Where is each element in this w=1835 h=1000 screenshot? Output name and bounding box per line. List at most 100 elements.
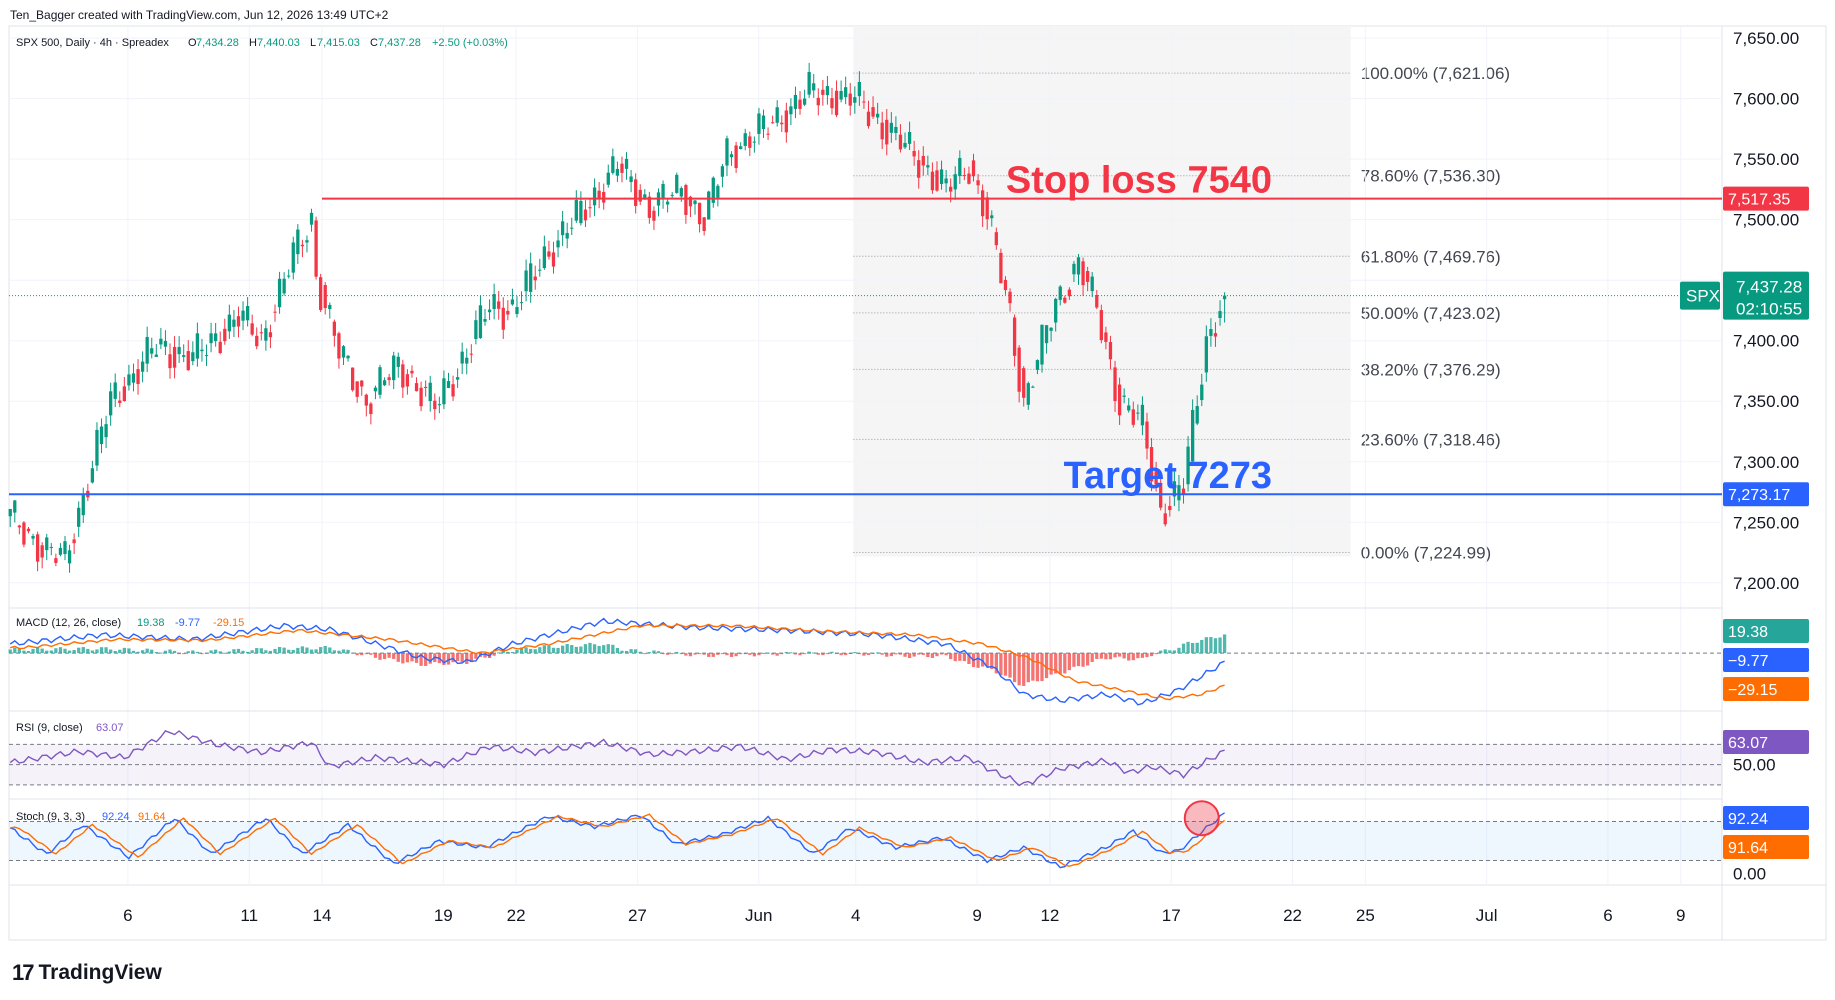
candle-body <box>533 276 537 281</box>
candle-down <box>620 156 624 183</box>
macd-histogram-bar <box>177 653 181 655</box>
macd-histogram-bar <box>821 653 825 656</box>
candle-body <box>880 122 884 140</box>
candle-down <box>300 239 305 258</box>
time-tick-label: 4 <box>851 906 860 925</box>
macd-histogram-bar <box>1095 653 1099 659</box>
macd-histogram-bar <box>1204 637 1208 654</box>
macd-histogram-bar <box>382 653 387 660</box>
candle-body <box>926 165 930 168</box>
candle-body <box>1026 383 1030 405</box>
candle-up <box>1204 325 1208 382</box>
rsi-legend-value: 63.07 <box>96 722 124 734</box>
macd-histogram-bar <box>63 648 67 654</box>
macd-histogram-bar <box>401 653 405 664</box>
candle-body <box>172 346 177 368</box>
candle-body <box>140 361 145 372</box>
candle-body <box>1186 446 1190 485</box>
candle-body <box>780 122 784 125</box>
candle-body <box>1072 263 1076 275</box>
target-price-badge[interactable]: 7,273.17 <box>1723 482 1809 507</box>
macd-hist-badge[interactable]: −29.15 <box>1723 677 1809 701</box>
horizontal-lines[interactable]: Stop loss 7540 7,517.35 Target 7273 7,273.1… <box>9 160 1809 507</box>
macd-histogram-bar <box>291 650 295 654</box>
macd-histogram-bar <box>529 648 533 654</box>
price-axis[interactable]: 7,200.00 7,250.00 7,300.00 7,350.00 7,400.00… <box>1680 29 1809 593</box>
macd-value-badge[interactable]: 19.38 <box>1723 619 1809 643</box>
candle-down <box>734 141 738 173</box>
macd-histogram-bar <box>77 647 81 654</box>
macd-histogram-bar <box>172 650 177 654</box>
candle-down <box>17 524 21 535</box>
macd-histogram-bar <box>49 650 53 654</box>
macd-histogram-bar <box>474 653 478 659</box>
candle-down <box>1067 287 1072 300</box>
stoch-d-badge[interactable]: 91.64 <box>1723 835 1809 859</box>
macd-histogram-bar <box>392 653 396 659</box>
candle-body <box>1099 310 1103 341</box>
time-axis[interactable]: 6 11 14 19 22 27 Jun 4 9 12 17 22 25 Jul 6 9 <box>123 906 1685 925</box>
candle-body <box>136 369 140 385</box>
macd-histogram-bar <box>597 645 601 654</box>
candle-body <box>1145 421 1149 449</box>
candle-down <box>588 198 592 218</box>
rsi-pane[interactable]: 50.00 63.07 <box>9 710 1809 787</box>
last-price-badge[interactable]: SPX 7,437.28 02:10:55 <box>1680 271 1809 320</box>
candle-body <box>35 534 40 562</box>
candle-body <box>547 251 551 257</box>
macd-histogram-bar <box>1085 653 1090 666</box>
candle-up <box>45 533 49 561</box>
candle-down <box>967 166 971 185</box>
stoch-k-badge[interactable]: 92.24 <box>1723 806 1809 830</box>
rsi-value-badge[interactable]: 63.07 <box>1723 730 1809 754</box>
macd-signal-badge[interactable]: −9.77 <box>1723 648 1809 672</box>
macd-histogram-bar <box>1168 650 1172 654</box>
candle-down <box>1104 326 1108 350</box>
stoch-pane[interactable]: 0.00 92.24 91.64 <box>9 798 1809 884</box>
candle-down <box>259 324 263 341</box>
candle-body <box>382 380 387 386</box>
candle-up <box>592 178 597 217</box>
candle-body <box>241 310 245 321</box>
candle-body <box>565 232 569 239</box>
candle-body <box>63 541 67 555</box>
candle-up <box>460 342 464 375</box>
macd-histogram-bar <box>1076 653 1081 667</box>
candle-down <box>962 167 967 181</box>
macd-histogram-bar <box>1222 634 1227 654</box>
macd-histogram-bar <box>8 649 12 654</box>
macd-histogram-bar <box>346 649 350 654</box>
candle-up <box>926 155 930 176</box>
candle-body <box>323 285 327 309</box>
macd-histogram-bar <box>309 649 314 654</box>
macd-histogram-bar <box>1181 643 1186 654</box>
candle-body <box>433 400 437 410</box>
macd-histogram-bar <box>615 647 620 654</box>
macd-histogram-bar <box>643 653 647 655</box>
candle-body <box>643 194 647 199</box>
macd-histogram-bar <box>629 649 633 654</box>
macd-histogram-bar <box>848 653 852 655</box>
price-tick-label: 7,350.00 <box>1733 392 1799 411</box>
candle-body <box>1218 311 1222 318</box>
macd-histogram-bar <box>707 653 711 657</box>
tradingview-logo-icon: 17 <box>12 960 35 985</box>
candle-down <box>551 241 556 274</box>
candle-body <box>825 86 830 96</box>
stoch-d-badge-bg <box>1723 835 1809 859</box>
macd-pane[interactable]: 19.38 −9.77 −29.15 <box>8 607 1809 706</box>
candle-down <box>798 91 802 115</box>
macd-histogram-bar <box>994 653 998 674</box>
fibonacci-retracement[interactable]: 100.00% (7,621.06) 78.60% (7,536.30) 61.80… <box>853 26 1510 563</box>
candle-body <box>675 174 679 193</box>
candle-up <box>487 299 492 321</box>
macd-histogram-bar <box>1090 653 1094 662</box>
macd-histogram-bar <box>81 647 85 654</box>
rsi-value-badge-bg <box>1723 730 1809 754</box>
candle-body <box>743 133 747 146</box>
candle-down <box>268 324 273 349</box>
candle-body <box>204 355 209 357</box>
candle-body <box>1213 333 1218 337</box>
stop_loss-price-badge[interactable]: 7,517.35 <box>1723 186 1809 211</box>
